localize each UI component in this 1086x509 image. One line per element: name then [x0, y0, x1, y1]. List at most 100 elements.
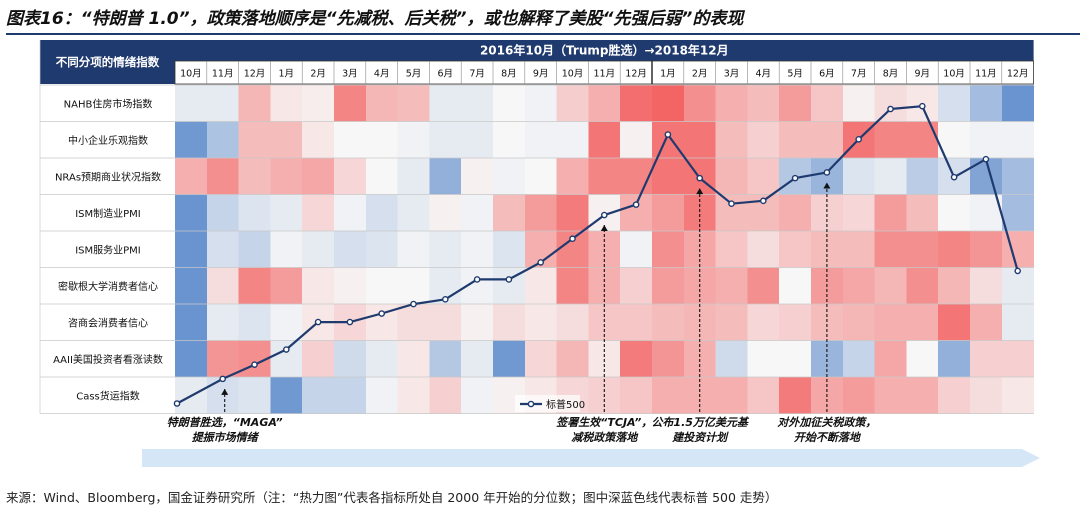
- heat-cell: [683, 85, 716, 122]
- heat-cell: [302, 158, 335, 195]
- source-note: 来源：Wind、Bloomberg，国金证券研究所（注：“热力图”代表各指标所处…: [6, 490, 778, 505]
- heat-cell: [206, 121, 239, 159]
- heat-cell: [493, 194, 526, 232]
- heat-cell: [1001, 340, 1034, 378]
- heat-cell: [302, 267, 335, 305]
- heat-cell: [652, 85, 685, 122]
- annotation-arrowhead: [221, 388, 229, 395]
- heat-cell: [556, 121, 589, 159]
- heat-cell: [842, 194, 875, 232]
- heat-cell: [779, 340, 812, 378]
- heat-cell: [365, 158, 398, 195]
- heat-cell: [588, 85, 621, 122]
- heat-cell: [652, 304, 685, 341]
- heat-cell: [620, 194, 653, 232]
- sp500-point: [314, 318, 322, 326]
- heat-cell: [334, 340, 367, 378]
- heat-cell: [715, 158, 748, 195]
- heat-cell: [970, 231, 1003, 268]
- x-tick-label: 2月: [692, 69, 708, 80]
- heat-cell: [175, 304, 208, 341]
- heat-cell: [175, 340, 208, 378]
- heat-cell: [588, 158, 621, 195]
- heat-cell: [715, 194, 748, 232]
- heat-cell: [556, 304, 589, 341]
- heat-cell: [397, 158, 430, 195]
- heat-cell: [906, 304, 939, 341]
- heat-cell: [970, 340, 1003, 378]
- x-tick-label: 7月: [469, 69, 485, 80]
- sp500-point: [441, 296, 449, 303]
- sp500-point: [791, 174, 799, 182]
- heat-cell: [175, 267, 208, 305]
- heat-cell: [779, 85, 812, 122]
- row-label: NRAs预期商业状况指数: [55, 170, 161, 183]
- heat-cell: [302, 121, 335, 159]
- annotations: 特朗普胜选，“MAGA” 提振市场情绪 签署生效“TCJA”， 减税政策落地公布1.5…: [167, 182, 876, 444]
- heat-cell: [620, 231, 653, 268]
- heat-cell: [652, 158, 685, 195]
- heat-cell: [270, 158, 303, 195]
- heat-cell: [620, 267, 653, 305]
- heat-cell: [524, 85, 557, 122]
- heat-cell: [970, 121, 1003, 159]
- heat-cell: [524, 304, 557, 341]
- heat-cell: [747, 158, 780, 195]
- heat-cell: [652, 377, 685, 414]
- heat-cell: [429, 194, 462, 232]
- heat-cell: [270, 304, 303, 341]
- heat-cell: [556, 85, 589, 122]
- heat-cell: [556, 194, 589, 232]
- heat-cell: [206, 85, 239, 122]
- period-label: 2016年10月（Trump胜选）→2018年12月: [480, 43, 729, 58]
- heat-cell: [334, 85, 367, 122]
- heat-cell: [715, 267, 748, 305]
- heat-cell: [779, 267, 812, 305]
- figure-title: 图表16：“特朗普 1.0”，政策落地顺序是“先减税、后关税”，或也解释了美股“…: [6, 9, 744, 29]
- heat-cell: [270, 267, 303, 305]
- heat-cell: [365, 194, 398, 232]
- annotation-label: 公布1.5万亿美元基: [651, 416, 749, 429]
- sp500-point: [855, 135, 863, 143]
- heat-cell: [206, 267, 239, 305]
- row-label: AAII美国投资者看涨读数: [53, 353, 163, 366]
- heat-cell: [429, 158, 462, 195]
- heat-cell: [811, 121, 844, 159]
- heat-cell: [524, 158, 557, 195]
- heat-cell: [906, 377, 939, 414]
- row-label: ISM制造业PMI: [75, 207, 141, 220]
- heat-cell: [715, 340, 748, 378]
- heat-cell: [874, 377, 907, 414]
- heat-cell: [779, 194, 812, 232]
- sp500-point: [537, 259, 545, 266]
- heat-cell: [397, 267, 430, 305]
- heat-cell: [270, 231, 303, 268]
- x-tick-label: 3月: [724, 69, 740, 80]
- heat-cell: [970, 377, 1003, 414]
- heat-cell: [397, 194, 430, 232]
- legend: 标普500: [515, 395, 585, 412]
- legend-bg: [515, 395, 580, 412]
- heat-cell: [397, 85, 430, 122]
- sp500-point: [173, 400, 181, 407]
- heat-cell: [206, 231, 239, 268]
- heatmap-chart: 不同分项的情绪指数 2016年10月（Trump胜选）→2018年12月 10月 11…: [39, 40, 1040, 467]
- heat-cell: [620, 85, 653, 122]
- x-tick-label: 12月: [244, 69, 266, 80]
- heat-cell: [238, 377, 271, 414]
- heat-cell: [493, 340, 526, 378]
- heat-cell: [270, 340, 303, 378]
- heat-cell: [938, 231, 971, 268]
- heat-cell: [334, 267, 367, 305]
- annotation-label: 开始不断落地: [794, 431, 862, 444]
- heat-cell: [365, 231, 398, 268]
- heat-cell: [175, 158, 208, 195]
- heat-cell: [206, 304, 239, 341]
- heat-cell: [461, 231, 494, 268]
- x-tick-label: 10月: [943, 69, 965, 80]
- heat-cell: [175, 231, 208, 268]
- heat-cell: [429, 85, 462, 122]
- heat-cell: [556, 267, 589, 305]
- sp500-point: [1014, 267, 1022, 275]
- heat-cell: [524, 121, 557, 159]
